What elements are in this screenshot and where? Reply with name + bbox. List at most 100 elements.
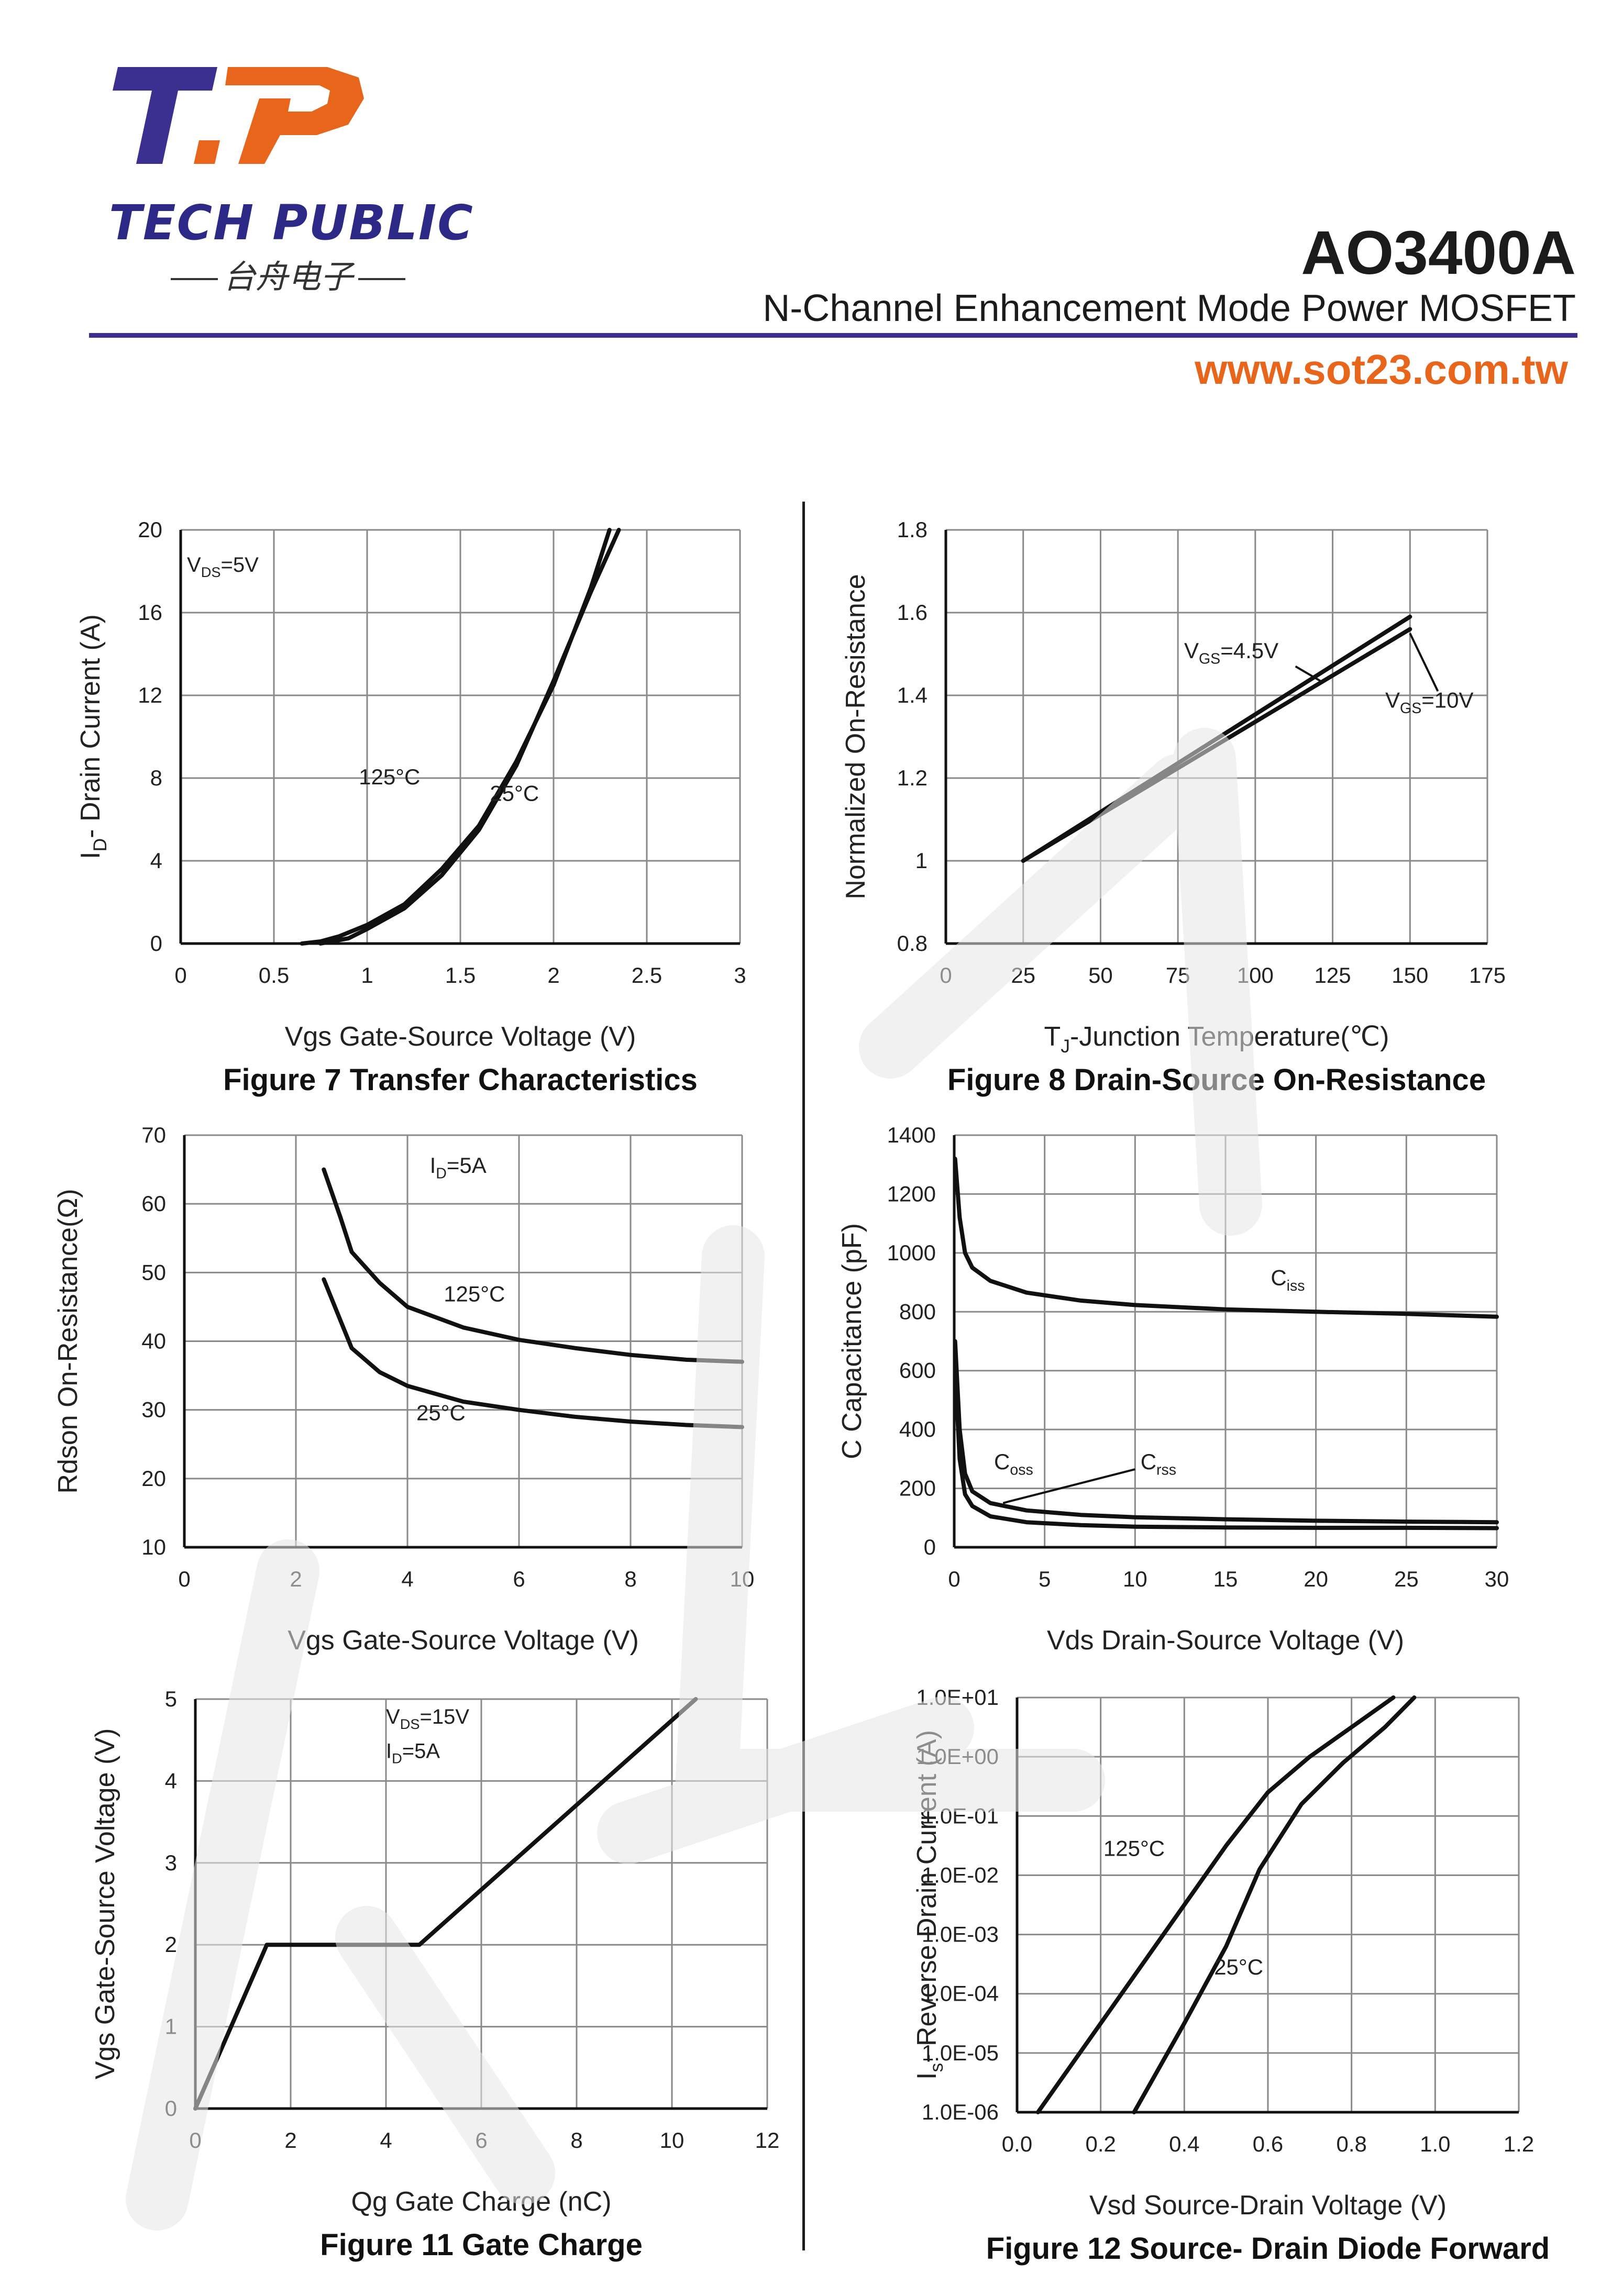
company-name: TECH PUBLIC	[109, 195, 474, 251]
y-axis-label: Is- Reverse Drain Current (A)	[912, 1730, 947, 2080]
y-tick-label: 800	[899, 1299, 936, 1324]
x-tick-label: 0.2	[1085, 2132, 1116, 2156]
y-tick-label: 0	[924, 1535, 936, 1559]
y-tick-label: 1.0E+01	[916, 1685, 999, 1710]
condition-label: ID=5A	[386, 1740, 440, 1767]
series-label: 125°C	[444, 1281, 505, 1306]
y-tick-label: 1200	[887, 1181, 936, 1206]
y-tick-label: 1	[165, 2014, 177, 2039]
x-tick-label: 3	[734, 963, 746, 988]
figure-caption: Figure 11 Gate Charge	[320, 2228, 643, 2262]
y-tick-label: 1.0E-02	[922, 1862, 999, 1887]
x-tick-label: 0	[948, 1567, 960, 1591]
x-tick-label: 1.0	[1420, 2132, 1450, 2156]
condition-label: ID=5A	[430, 1153, 487, 1182]
x-tick-label: 1.5	[445, 963, 476, 988]
y-tick-label: 12	[138, 683, 162, 707]
x-tick-label: 1.2	[1504, 2132, 1534, 2156]
x-axis-label: Qg Gate Charge (nC)	[351, 2187, 611, 2217]
part-number: AO3400A	[1301, 218, 1576, 287]
label-leader-line	[1002, 1500, 1009, 1504]
y-tick-label: 1.8	[897, 517, 928, 542]
x-tick-label: 8	[624, 1567, 636, 1591]
x-axis-label: Vgs Gate-Source Voltage (V)	[288, 1625, 639, 1656]
y-tick-label: 1	[915, 848, 928, 873]
company-name-chinese: 台舟电子	[162, 250, 414, 297]
series-label: 25°C	[416, 1400, 466, 1425]
x-tick-label: 0.6	[1253, 2132, 1283, 2156]
x-axis-label: Vds Drain-Source Voltage (V)	[1047, 1625, 1404, 1656]
y-tick-label: 200	[899, 1476, 936, 1501]
chart-fig7: 0 0.5 1 1.5 2 2.5 3 0 4 8 12 16 20 Vgs Gate-Source Vo…	[75, 517, 746, 1097]
x-tick-label: 10	[660, 2128, 684, 2153]
x-tick-label: 25	[1394, 1567, 1419, 1591]
y-tick-label: 4	[150, 848, 162, 873]
series-line-125C	[300, 528, 612, 946]
x-tick-label: 10	[1123, 1567, 1147, 1591]
series-label: 125°C	[1103, 1836, 1165, 1861]
y-tick-label: 4	[165, 1768, 177, 1793]
y-axis-label: Rdson On-Resistance(Ω)	[53, 1189, 83, 1493]
chart-fig8: 0 25 50 75 100 125 150 175 0.8 1 1.2 1.4 1.6 1.8 TJ-Ju…	[841, 517, 1506, 1097]
series-line-25C	[318, 528, 621, 946]
y-tick-label: 1.6	[897, 600, 928, 625]
series-line-125C	[1035, 1695, 1396, 2114]
x-tick-label: 6	[513, 1567, 525, 1591]
y-axis-label: Vgs Gate-Source Voltage (V)	[90, 1728, 120, 2080]
y-tick-label: 50	[141, 1260, 166, 1284]
chart-fig9: 0 2 4 6 8 10 10 20 30 40 50 60 70 Vgs Gate-Source Vol…	[53, 1123, 754, 1656]
series-label: VGS=10V	[1385, 688, 1474, 717]
series-line-25C	[1132, 1695, 1417, 2114]
series-label: 125°C	[359, 764, 420, 789]
y-tick-label: 20	[138, 517, 162, 542]
y-tick-label: 1.0E-05	[922, 2040, 999, 2065]
series-label: VGS=4.5V	[1184, 638, 1278, 668]
x-tick-label: 0	[189, 2128, 201, 2153]
y-tick-label: 5	[165, 1687, 177, 1711]
x-tick-label: 2	[290, 1567, 302, 1591]
y-tick-label: 3	[165, 1850, 177, 1875]
series-label: Crss	[1141, 1449, 1176, 1479]
y-tick-label: 0	[150, 931, 162, 956]
label-leader-line	[1295, 665, 1321, 682]
x-tick-label: 4	[401, 1567, 413, 1591]
series-label: 25°C	[490, 781, 539, 806]
y-tick-label: 0.8	[897, 931, 928, 956]
website-link[interactable]: www.sot23.com.tw	[1195, 346, 1568, 393]
y-tick-label: 1000	[887, 1240, 936, 1265]
y-tick-label: 60	[141, 1191, 166, 1216]
y-tick-label: 10	[141, 1535, 166, 1559]
figure-caption: Figure 7 Transfer Characteristics	[223, 1063, 698, 1097]
x-axis-label: TJ-Junction Temperature(℃)	[1044, 1022, 1389, 1057]
y-tick-label: 1.2	[897, 766, 928, 790]
y-axis-label: ID- Drain Current (A)	[75, 614, 111, 859]
x-tick-label: 10	[730, 1567, 755, 1591]
x-tick-label: 100	[1237, 963, 1274, 988]
x-tick-label: 15	[1213, 1567, 1238, 1591]
y-tick-label: 2	[165, 1932, 177, 1957]
x-tick-label: 12	[755, 2128, 780, 2153]
y-tick-label: 600	[899, 1358, 936, 1383]
x-axis-label: Vsd Source-Drain Voltage (V)	[1089, 2190, 1447, 2221]
device-subtitle: N-Channel Enhancement Mode Power MOSFET	[763, 287, 1576, 329]
y-tick-label: 30	[141, 1397, 166, 1422]
x-tick-label: 2	[284, 2128, 296, 2153]
x-axis-label: Vgs Gate-Source Voltage (V)	[285, 1022, 636, 1052]
condition-label: VDS=15V	[386, 1705, 469, 1732]
label-leader-line	[1409, 633, 1439, 692]
y-tick-label: 16	[138, 600, 162, 625]
x-tick-label: 0	[940, 963, 952, 988]
x-tick-label: 2.5	[632, 963, 662, 988]
x-tick-label: 75	[1166, 963, 1190, 988]
x-tick-label: 30	[1485, 1567, 1509, 1591]
x-tick-label: 0	[178, 1567, 190, 1591]
x-tick-label: 5	[1039, 1567, 1051, 1591]
figure-caption: Figure 12 Source- Drain Diode Forward	[986, 2232, 1550, 2266]
x-tick-label: 0.5	[259, 963, 289, 988]
company-logo-icon	[113, 67, 364, 164]
y-tick-label: 1.4	[897, 683, 928, 707]
series-line-Vgs	[193, 1697, 698, 2111]
series-line-125C	[322, 1167, 744, 1364]
